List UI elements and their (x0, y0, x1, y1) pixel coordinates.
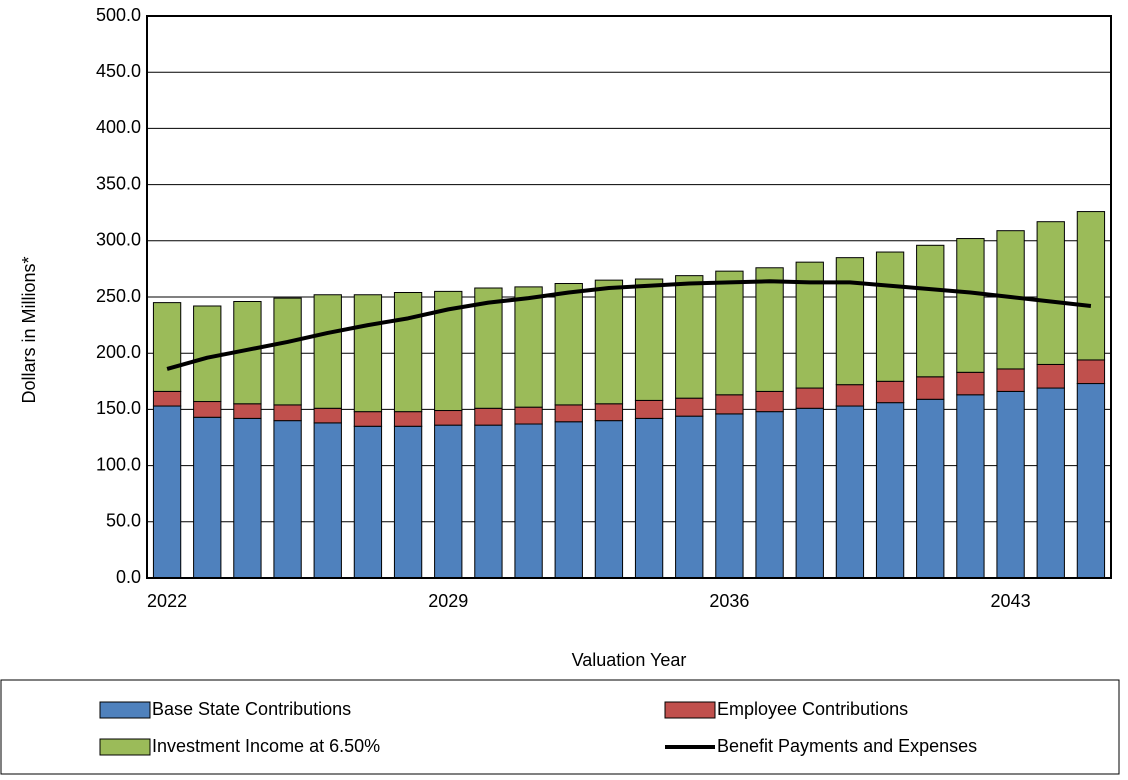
bar-segment (313, 294, 342, 409)
legend-box (0, 679, 1120, 775)
y-tick-label: 50.0 (106, 511, 141, 531)
bar-segment (1076, 383, 1106, 579)
bar-segment (594, 403, 624, 422)
bar-segment (434, 410, 463, 426)
bar-segment (193, 416, 222, 579)
bar-segment (916, 376, 945, 400)
bar-segment (193, 305, 222, 403)
bar-segment (474, 287, 503, 409)
bar-segment (956, 238, 985, 373)
bar-segment (152, 405, 182, 579)
bar-segment (434, 424, 463, 579)
bar-segment (675, 275, 704, 399)
bar-segment (835, 405, 865, 579)
bar-segment (273, 297, 302, 406)
y-tick-label: 500.0 (96, 5, 141, 25)
bar-segment (634, 278, 664, 401)
legend-swatch (99, 738, 151, 756)
bar-segment (1036, 387, 1065, 579)
bar-segment (474, 424, 503, 579)
bar-segment (835, 257, 865, 386)
legend-label: Base State Contributions (152, 699, 351, 719)
bar-segment (755, 411, 784, 579)
bar-segment (875, 251, 905, 382)
y-tick-label: 0.0 (116, 567, 141, 587)
bar-segment (313, 407, 342, 424)
bar-segment (996, 368, 1025, 392)
y-tick-label: 200.0 (96, 342, 141, 362)
bar-segment (273, 404, 302, 422)
bar-segment (1076, 359, 1106, 385)
bar-segment (916, 398, 945, 579)
bar-segment (634, 399, 664, 419)
x-tick-label: 2029 (428, 591, 468, 611)
x-tick-label: 2022 (147, 591, 187, 611)
bar-segment (956, 371, 985, 396)
bar-segment (594, 420, 624, 579)
bar-segment (514, 423, 543, 579)
bar-segment (554, 404, 583, 423)
legend-label: Investment Income at 6.50% (152, 736, 380, 756)
y-tick-label: 250.0 (96, 286, 141, 306)
bar-segment (152, 390, 182, 407)
bar-segment (554, 421, 583, 579)
bar-segment (353, 294, 383, 413)
bar-segment (152, 302, 182, 392)
legend-label: Employee Contributions (717, 699, 908, 719)
bar-segment (393, 292, 423, 413)
bar-segment (353, 411, 383, 427)
y-tick-label: 450.0 (96, 61, 141, 81)
bar-segment (273, 420, 302, 579)
bar-segment (755, 390, 784, 413)
bar-segment (393, 425, 423, 579)
bar-segment (1036, 221, 1065, 365)
legend-swatch (99, 701, 151, 719)
y-tick-label: 100.0 (96, 454, 141, 474)
bar-segment (715, 413, 744, 579)
bar-segment (795, 407, 824, 579)
bar-segment (1036, 363, 1065, 389)
x-axis-title: Valuation Year (572, 650, 687, 670)
bar-segment (353, 425, 383, 579)
line (166, 279, 1092, 371)
x-tick-label: 2036 (709, 591, 749, 611)
bar-segment (193, 401, 222, 418)
bar-segment (996, 390, 1025, 579)
bar-segment (554, 283, 583, 406)
bar-segment (875, 402, 905, 579)
bar-segment (474, 407, 503, 426)
bar-segment (514, 406, 543, 425)
plot-border (146, 15, 1112, 579)
bar-segment (393, 411, 423, 427)
bar-segment (956, 394, 985, 579)
legend-label: Benefit Payments and Expenses (717, 736, 977, 756)
y-tick-label: 300.0 (96, 230, 141, 250)
bar-segment (233, 403, 262, 419)
y-axis-title: Dollars in Millions* (19, 256, 39, 403)
bar-segment (233, 417, 262, 579)
bar-segment (715, 270, 744, 396)
bar-segment (594, 279, 624, 405)
bar-segment (916, 244, 945, 378)
legend-swatch (664, 701, 716, 719)
y-tick-label: 350.0 (96, 173, 141, 193)
bar-segment (313, 422, 342, 579)
bar-segment (675, 415, 704, 579)
bar-segment (675, 397, 704, 417)
bar-segment (514, 286, 543, 408)
bar-segment (634, 417, 664, 579)
bar-segment (755, 267, 784, 392)
bar-segment (795, 387, 824, 409)
y-tick-label: 150.0 (96, 398, 141, 418)
bar-segment (715, 394, 744, 415)
x-tick-label: 2043 (991, 591, 1031, 611)
bar-segment (1076, 211, 1106, 361)
y-tick-label: 400.0 (96, 117, 141, 137)
bar-segment (875, 380, 905, 404)
bar-segment (835, 384, 865, 407)
